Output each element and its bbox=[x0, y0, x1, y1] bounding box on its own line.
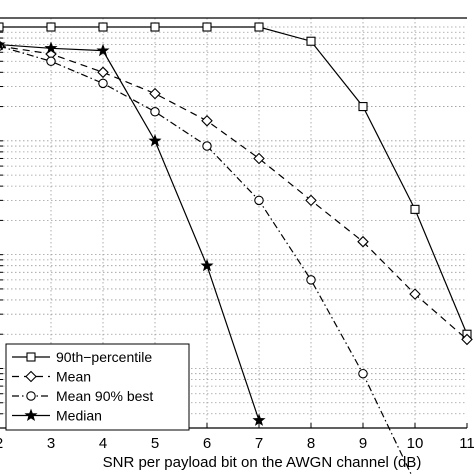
x-tick-label: 7 bbox=[255, 435, 263, 452]
series-90th-percentile-marker bbox=[254, 22, 264, 32]
legend-entry-mean-90-best: Mean 90% best bbox=[12, 388, 153, 404]
series-mean-marker bbox=[97, 66, 109, 79]
legend-median-marker bbox=[24, 408, 38, 422]
series-mean-90-best-marker bbox=[98, 78, 108, 89]
series-mean-90-best-marker bbox=[46, 56, 56, 67]
x-tick-label: 6 bbox=[203, 435, 211, 452]
series-median-marker bbox=[0, 40, 6, 51]
x-tick-label: 4 bbox=[99, 435, 107, 452]
legend-entry-90th-percentile: 90th−percentile bbox=[12, 349, 152, 365]
x-tick-label: 2 bbox=[0, 435, 3, 452]
series-90th-percentile-marker bbox=[98, 22, 108, 32]
series-mean-line bbox=[0, 45, 468, 340]
legend-label: 90th−percentile bbox=[56, 349, 152, 365]
series-90th-percentile-line bbox=[0, 26, 468, 335]
x-tick-label: 5 bbox=[151, 435, 159, 452]
series-90th-percentile-marker bbox=[358, 102, 368, 112]
series-mean-90-best-marker bbox=[306, 275, 316, 285]
series-mean-90-best-marker bbox=[150, 107, 160, 117]
x-tick-label: 10 bbox=[407, 435, 424, 452]
legend-label: Median bbox=[56, 408, 102, 424]
legend-mean-marker bbox=[25, 370, 37, 383]
legend-entry-median: Median bbox=[12, 408, 102, 424]
series-mean-marker bbox=[357, 235, 369, 248]
series-median-marker bbox=[44, 41, 58, 54]
legend-90th-percentile-marker bbox=[26, 352, 36, 362]
series-mean-90-best-marker bbox=[202, 141, 212, 151]
series-90th-percentile-marker bbox=[202, 22, 212, 32]
x-tick-label: 3 bbox=[47, 435, 55, 452]
series-mean-marker bbox=[305, 194, 317, 207]
series-median-marker bbox=[96, 43, 110, 57]
legend-entry-mean: Mean bbox=[12, 369, 91, 385]
tick-labels: 2 3 4 5 6 7 8 9 10 11 bbox=[0, 435, 474, 452]
x-tick-label: 11 bbox=[459, 435, 474, 452]
series-mean-marker bbox=[253, 152, 265, 165]
series-mean-marker bbox=[201, 115, 213, 127]
series-mean-marker bbox=[409, 288, 421, 300]
series-mean-90-best-marker bbox=[254, 195, 264, 206]
series-90th-percentile-marker bbox=[150, 22, 160, 32]
series-median-marker bbox=[252, 413, 266, 426]
x-tick-label: 8 bbox=[307, 435, 315, 452]
x-axis-label: SNR per payload bit on the AWGN channel … bbox=[103, 454, 422, 471]
series-90th-percentile bbox=[0, 22, 472, 339]
legend-label: Mean bbox=[56, 369, 91, 385]
series-median-marker bbox=[200, 258, 214, 272]
series-90th-percentile-marker bbox=[0, 22, 4, 32]
series-mean-marker bbox=[461, 333, 473, 346]
series-median bbox=[0, 40, 266, 426]
series-90th-percentile-marker bbox=[410, 204, 420, 214]
x-tick-label: 9 bbox=[359, 435, 367, 452]
series-mean-90-best-marker bbox=[358, 368, 368, 379]
series-group bbox=[0, 22, 473, 474]
series-mean-marker bbox=[149, 87, 161, 100]
legend-label: Mean 90% best bbox=[56, 388, 153, 404]
series-median-marker bbox=[148, 133, 162, 147]
legend: 90th−percentile Mean Mean 90% best Median bbox=[5, 343, 190, 431]
series-median-line bbox=[0, 44, 260, 421]
legend-mean-90-best-marker bbox=[26, 391, 36, 401]
series-90th-percentile-marker bbox=[46, 22, 56, 32]
series-90th-percentile-marker bbox=[306, 36, 316, 46]
